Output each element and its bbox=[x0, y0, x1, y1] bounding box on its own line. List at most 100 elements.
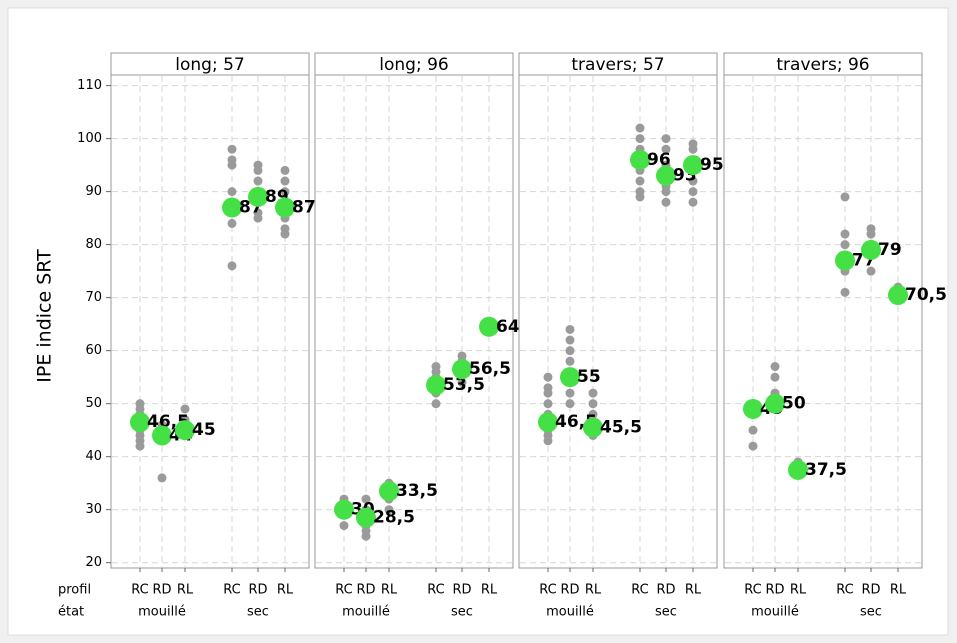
median-label: 95 bbox=[700, 155, 724, 175]
data-point bbox=[361, 494, 371, 504]
median-label: 33,5 bbox=[396, 481, 438, 501]
median-label: 50 bbox=[782, 394, 806, 414]
median-label: 96 bbox=[647, 150, 671, 170]
median-point bbox=[835, 250, 855, 271]
x-tick-label: RD bbox=[152, 583, 171, 598]
panel-header bbox=[314, 52, 514, 76]
data-point bbox=[635, 176, 645, 186]
x-tick-label: RL bbox=[177, 583, 194, 598]
data-point bbox=[157, 473, 167, 483]
data-point bbox=[384, 505, 394, 515]
x-tick-label: RD bbox=[656, 583, 675, 598]
x-group-label: sec bbox=[860, 605, 882, 620]
median-point bbox=[275, 197, 295, 218]
median-label: 56,5 bbox=[469, 359, 511, 379]
data-point bbox=[565, 324, 575, 334]
data-point bbox=[866, 266, 876, 276]
x-group-label: mouillé bbox=[342, 605, 390, 620]
data-point bbox=[770, 372, 780, 382]
median-point bbox=[248, 186, 268, 207]
panel-title: travers; 57 bbox=[571, 55, 664, 75]
y-tick-label: 40 bbox=[85, 449, 102, 464]
data-point bbox=[840, 229, 850, 239]
y-axis-label: IPE indice SRT bbox=[34, 249, 56, 383]
x-tick-label: RL bbox=[790, 583, 807, 598]
median-point bbox=[683, 155, 703, 176]
data-point bbox=[253, 176, 263, 186]
data-point bbox=[227, 261, 237, 271]
panel-title: long; 57 bbox=[175, 55, 244, 75]
median-point bbox=[888, 284, 908, 305]
data-point bbox=[748, 425, 758, 435]
y-tick-label: 80 bbox=[85, 237, 102, 252]
x-tick-label: RL bbox=[277, 583, 294, 598]
median-point bbox=[152, 425, 172, 446]
panel-frame bbox=[314, 74, 514, 569]
x-row-name: profil bbox=[58, 583, 91, 598]
median-point bbox=[656, 165, 676, 186]
x-tick-label: RD bbox=[248, 583, 267, 598]
panel-header bbox=[518, 52, 718, 76]
x-tick-label: RL bbox=[685, 583, 702, 598]
median-label: 53,5 bbox=[443, 375, 485, 395]
data-point bbox=[635, 134, 645, 144]
median-point bbox=[175, 420, 195, 441]
median-label: 28,5 bbox=[373, 508, 415, 528]
x-tick-label: RD bbox=[356, 583, 375, 598]
x-tick-label: RL bbox=[481, 583, 498, 598]
median-label: 37,5 bbox=[805, 460, 847, 480]
x-tick-label: RD bbox=[452, 583, 471, 598]
data-point bbox=[635, 123, 645, 133]
x-group-label: mouillé bbox=[546, 605, 594, 620]
median-point bbox=[788, 459, 808, 480]
data-point bbox=[565, 335, 575, 345]
y-tick-label: 70 bbox=[85, 290, 102, 305]
data-point bbox=[180, 404, 190, 414]
x-tick-label: RC bbox=[539, 583, 556, 598]
data-point bbox=[253, 208, 263, 218]
data-point bbox=[280, 176, 290, 186]
data-point bbox=[280, 224, 290, 234]
y-tick-label: 60 bbox=[85, 343, 102, 358]
x-tick-label: RC bbox=[631, 583, 648, 598]
data-point bbox=[688, 139, 698, 149]
data-point bbox=[543, 399, 553, 409]
median-point bbox=[356, 507, 376, 528]
data-point bbox=[565, 356, 575, 366]
median-point bbox=[630, 149, 650, 170]
data-point bbox=[227, 218, 237, 228]
data-point bbox=[840, 192, 850, 202]
x-tick-label: RC bbox=[223, 583, 240, 598]
x-group-label: sec bbox=[451, 605, 473, 620]
median-point bbox=[538, 412, 558, 433]
median-label: 45,5 bbox=[600, 418, 642, 438]
data-point bbox=[840, 287, 850, 297]
data-point bbox=[866, 224, 876, 234]
data-point bbox=[280, 187, 290, 197]
median-point bbox=[560, 367, 580, 388]
data-point bbox=[227, 144, 237, 154]
data-point bbox=[661, 134, 671, 144]
data-point bbox=[588, 388, 598, 398]
median-point bbox=[130, 412, 150, 433]
x-tick-label: RL bbox=[381, 583, 398, 598]
data-point bbox=[280, 165, 290, 175]
y-tick-label: 20 bbox=[85, 555, 102, 570]
data-point bbox=[227, 187, 237, 197]
median-label: 70,5 bbox=[905, 285, 947, 305]
median-point bbox=[743, 398, 763, 419]
data-point bbox=[543, 372, 553, 382]
data-point bbox=[543, 383, 553, 393]
data-point bbox=[431, 399, 441, 409]
panel-header bbox=[110, 52, 310, 76]
median-point bbox=[583, 417, 603, 438]
median-point bbox=[452, 359, 472, 380]
median-label: 79 bbox=[878, 240, 902, 260]
x-tick-label: RL bbox=[585, 583, 602, 598]
x-tick-label: RC bbox=[427, 583, 444, 598]
median-label: 55 bbox=[577, 367, 601, 387]
data-point bbox=[688, 187, 698, 197]
median-point bbox=[765, 393, 785, 414]
x-row-name: état bbox=[58, 605, 84, 620]
